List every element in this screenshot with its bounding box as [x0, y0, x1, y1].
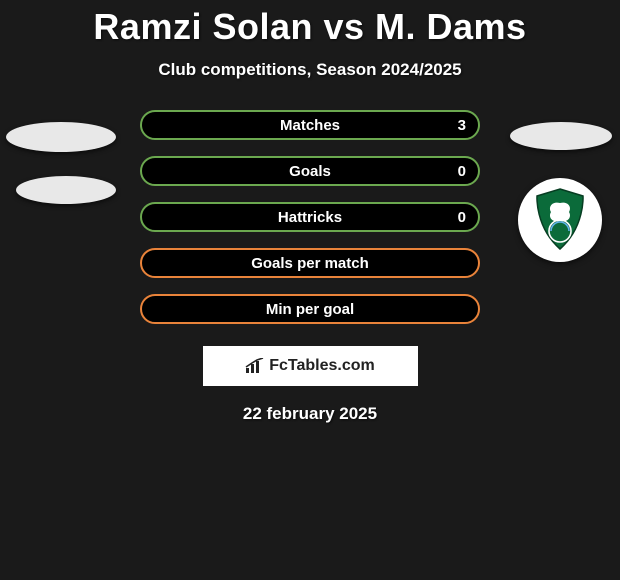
club-badge-right [518, 178, 602, 262]
stat-bar-matches: Matches 3 [140, 110, 480, 140]
stat-value: 0 [458, 209, 466, 226]
stat-bar-hattricks: Hattricks 0 [140, 202, 480, 232]
page-title: Ramzi Solan vs M. Dams [0, 0, 620, 48]
date-label: 22 february 2025 [0, 404, 620, 424]
stat-label: Goals per match [251, 255, 369, 272]
fctables-text: FcTables.com [269, 357, 375, 375]
stat-label: Matches [280, 117, 340, 134]
stat-value: 3 [458, 117, 466, 134]
stat-bar-goals: Goals 0 [140, 156, 480, 186]
stat-label: Hattricks [278, 209, 342, 226]
fctables-logo: FcTables.com [203, 346, 418, 386]
stat-label: Goals [289, 163, 331, 180]
stat-value: 0 [458, 163, 466, 180]
stat-bar-min-per-goal: Min per goal [140, 294, 480, 324]
page-subtitle: Club competitions, Season 2024/2025 [0, 60, 620, 80]
stat-label: Min per goal [266, 301, 354, 318]
player-left-placeholder-1 [6, 122, 116, 152]
shield-icon [531, 187, 589, 253]
chart-icon [245, 358, 265, 374]
player-left-placeholder-2 [16, 176, 116, 204]
stat-bar-goals-per-match: Goals per match [140, 248, 480, 278]
player-right-placeholder [510, 122, 612, 150]
